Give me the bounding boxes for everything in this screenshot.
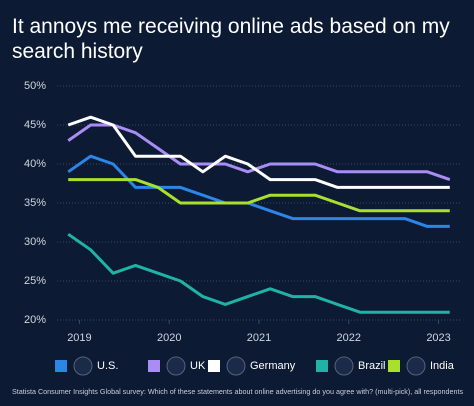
legend-swatch: [388, 360, 400, 372]
y-tick-label: 50%: [24, 80, 46, 92]
chart-title: search history: [12, 40, 143, 63]
legend-flag: [226, 356, 246, 376]
series-line: [67, 123, 451, 182]
legend-label: U.S.: [97, 360, 118, 372]
y-tick-label: 40%: [24, 158, 46, 170]
series-line: [67, 232, 450, 314]
y-tick-label: 45%: [24, 119, 46, 131]
x-tick-label: 2022: [337, 332, 361, 344]
y-tick-label: 30%: [24, 236, 46, 248]
legend-label: Brazil: [358, 360, 386, 372]
legend-swatch: [148, 360, 160, 372]
series-line: [67, 154, 450, 228]
legend-flag: [334, 356, 354, 376]
legend-label: Germany: [250, 360, 296, 372]
legend-flag: [406, 356, 426, 376]
chart-title: It annoys me receiving online ads based …: [12, 15, 450, 38]
legend-swatch: [55, 360, 67, 372]
y-tick-label: 35%: [24, 197, 46, 209]
legend-flag: [166, 356, 186, 376]
x-tick-label: 2019: [67, 332, 91, 344]
series-line: [67, 115, 450, 189]
x-tick-label: 2020: [157, 332, 181, 344]
y-tick-label: 20%: [24, 314, 46, 326]
x-tick-label: 2023: [426, 332, 450, 344]
footnote: Statista Consumer Insights Global survey…: [12, 387, 463, 396]
legend-label: UK: [190, 360, 206, 372]
series-line: [68, 178, 450, 213]
legend-flag: [73, 356, 93, 376]
legend-swatch: [316, 360, 328, 372]
legend-swatch: [208, 360, 220, 372]
y-tick-label: 25%: [24, 275, 46, 287]
legend-label: India: [430, 360, 455, 372]
x-tick-label: 2021: [247, 332, 271, 344]
